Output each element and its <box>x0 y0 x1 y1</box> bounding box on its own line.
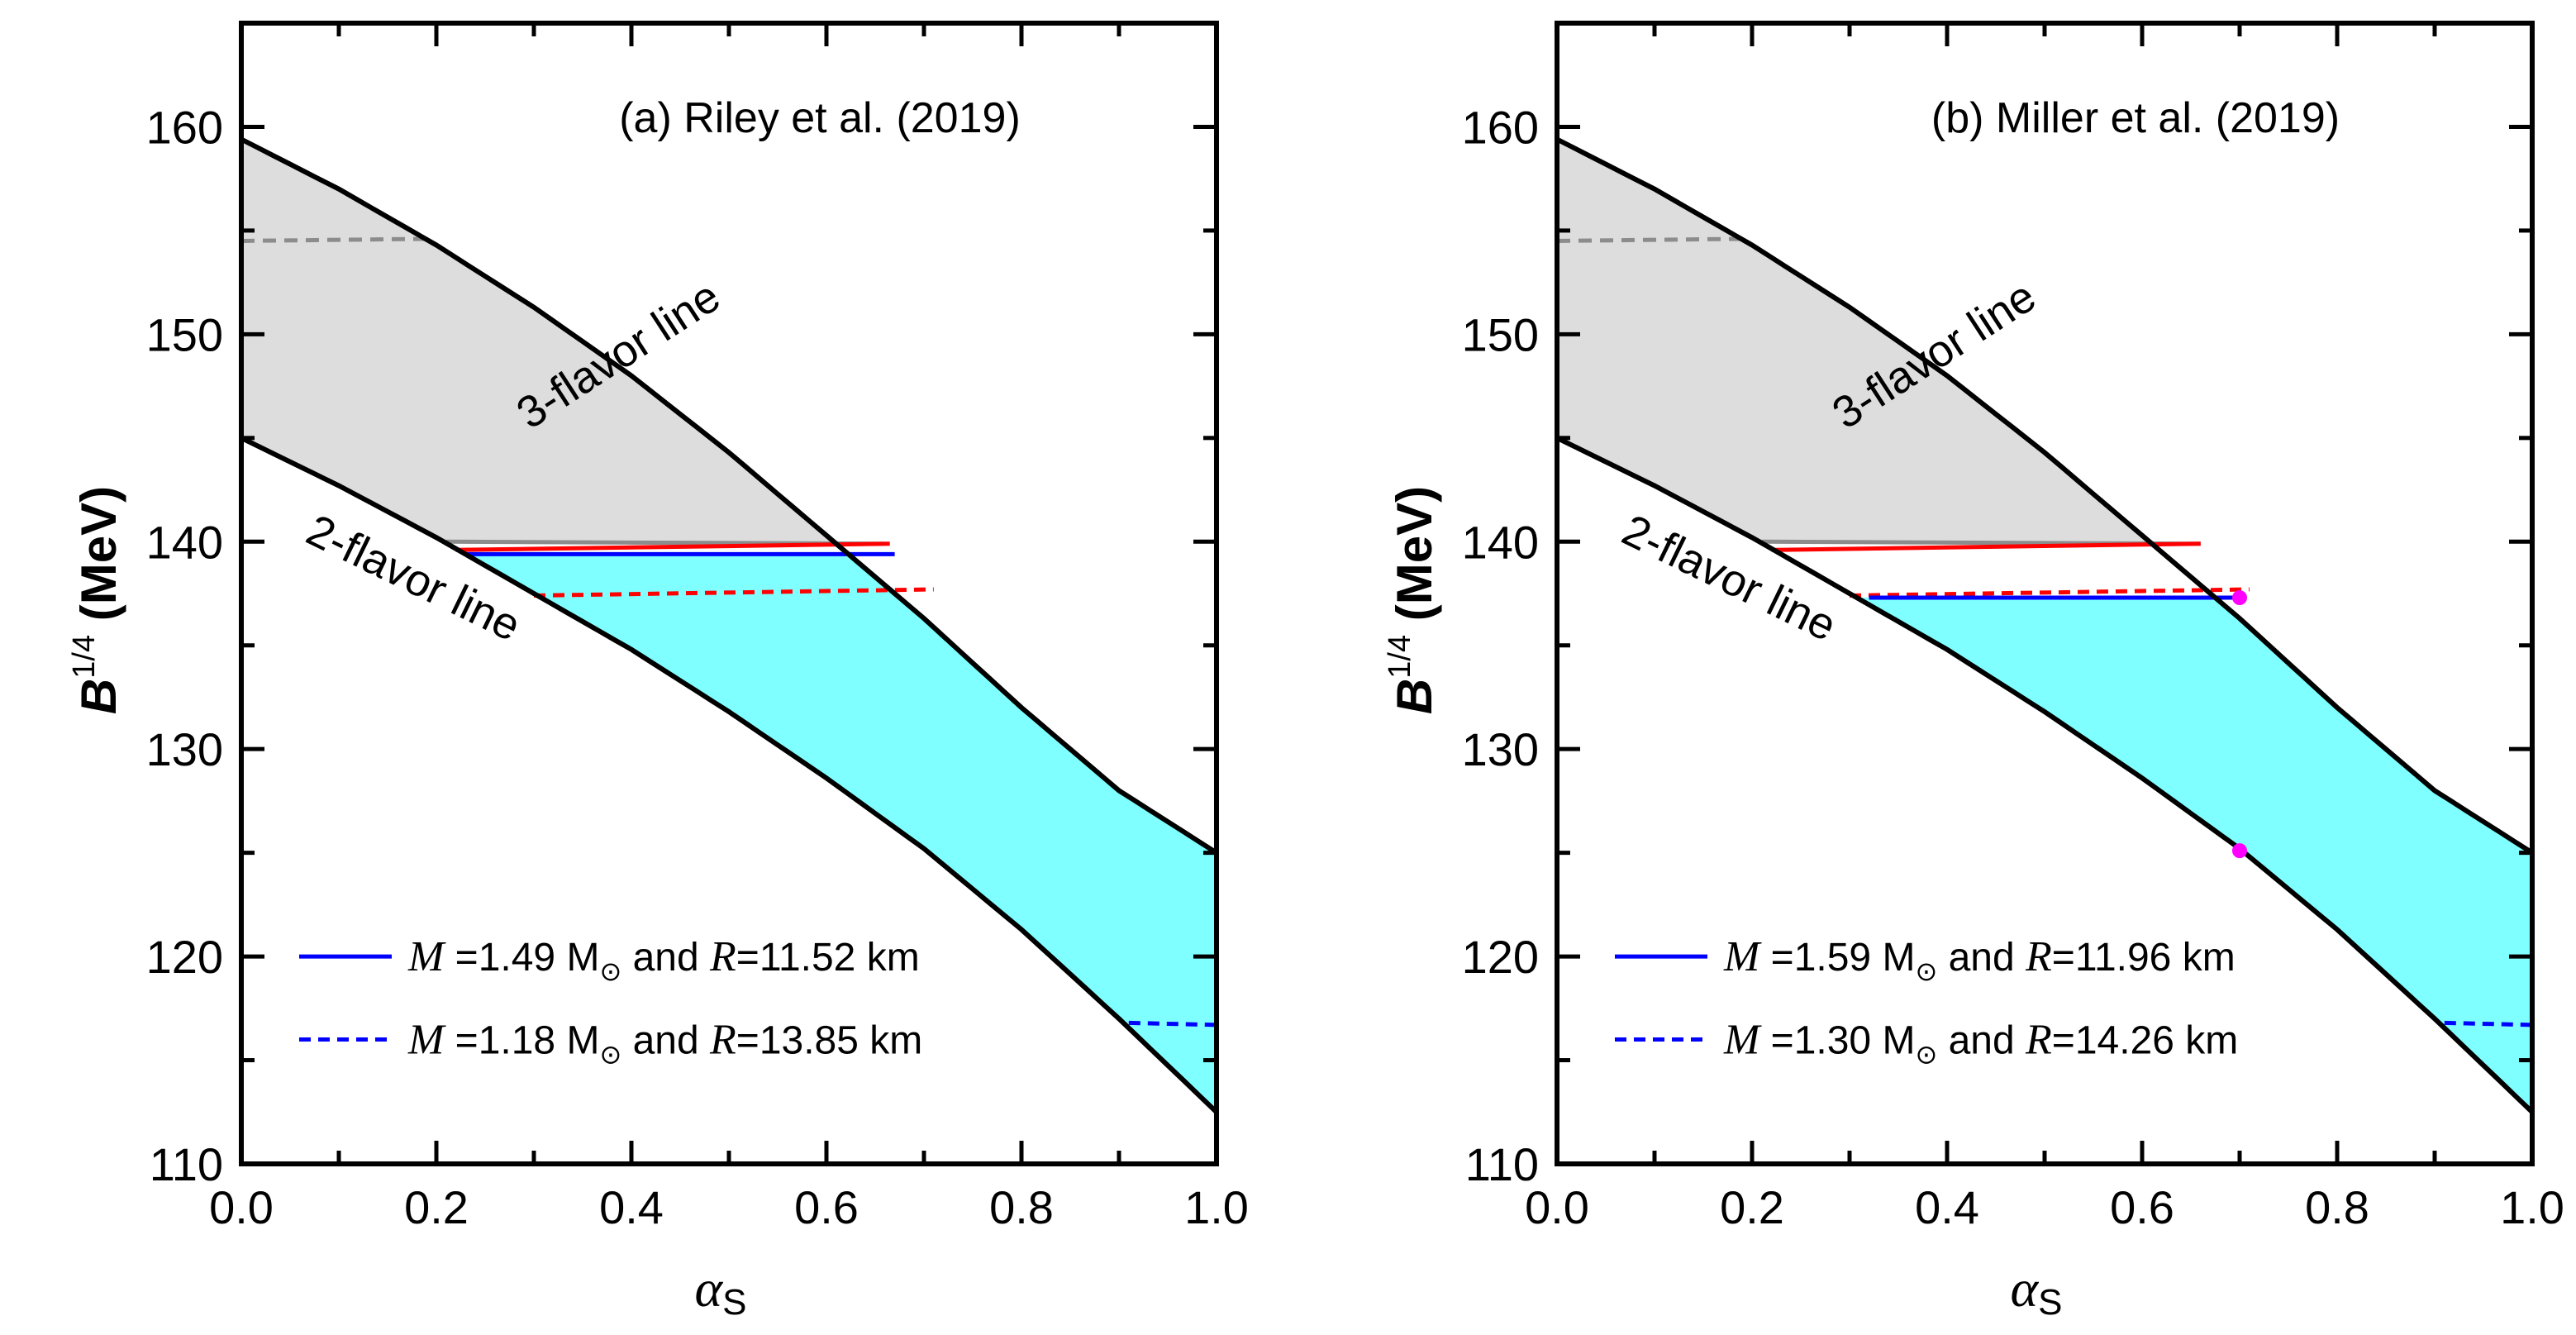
unit-mev: (MeV) <box>1387 486 1442 635</box>
x-tick-label: 1.0 <box>2500 1181 2564 1233</box>
legend-m-symbol: M <box>407 933 446 980</box>
x-tick-label: 0.6 <box>2110 1181 2174 1233</box>
x-tick-label: 0.2 <box>404 1181 469 1233</box>
y-tick-label: 160 <box>146 101 223 153</box>
b-symbol: B <box>71 679 126 714</box>
y-tick-label: 150 <box>1462 308 1539 360</box>
y-tick-label: 120 <box>1462 931 1539 983</box>
alpha-symbol: α <box>695 1259 724 1318</box>
gray-region <box>241 139 836 543</box>
x-tick-label: 0.8 <box>2305 1181 2369 1233</box>
legend-entry: M =1.59 M⊙ and R=11.96 km <box>1723 933 2236 986</box>
two-flavor-curve <box>1555 436 2535 1114</box>
red-solid-line <box>1771 541 2201 552</box>
x-tick-label: 0.8 <box>989 1181 1054 1233</box>
gray-region <box>1557 139 2151 543</box>
alpha-subscript: S <box>2038 1282 2062 1323</box>
legend-m-symbol: M <box>1723 933 1762 980</box>
gray-dashed-line <box>1556 236 1743 243</box>
three-flavor-curve <box>240 136 1218 856</box>
legend-entry: M =1.30 M⊙ and R=14.26 km <box>1723 1016 2238 1069</box>
legend-entry: M =1.49 M⊙ and R=11.52 km <box>407 933 920 986</box>
legend-r-value: =11.96 km <box>2052 936 2236 980</box>
legend-and: and <box>621 1018 710 1062</box>
legend-m-value: =1.18 M <box>444 1018 599 1062</box>
x-tick-label: 1.0 <box>1184 1181 1249 1233</box>
y-tick-label: 160 <box>1462 101 1539 153</box>
y-tick-label: 140 <box>1462 516 1539 568</box>
y-tick-label: 110 <box>1465 1138 1539 1190</box>
panel-title: (b) Miller et al. (2019) <box>1931 94 2340 142</box>
legend-and: and <box>621 936 710 980</box>
legend-r-symbol: R <box>2025 933 2052 980</box>
y-axis-label: B1/4 (MeV) <box>67 486 126 714</box>
legend-sun-symbol: ⊙ <box>599 956 621 986</box>
legend-and: and <box>1937 1018 2026 1062</box>
panel-title: (a) Riley et al. (2019) <box>619 94 1021 142</box>
y-tick-label: 130 <box>1462 723 1539 775</box>
legend-m-symbol: M <box>407 1016 446 1063</box>
legend-r-symbol: R <box>709 933 736 980</box>
y-tick-label: 110 <box>150 1138 223 1190</box>
x-tick-label: 0.0 <box>209 1181 274 1233</box>
cyan-region <box>1856 598 2532 1113</box>
cyan-region <box>465 554 1217 1113</box>
legend-r-value: =13.85 km <box>736 1018 922 1062</box>
legend-m-symbol: M <box>1723 1016 1762 1063</box>
b-exponent: 1/4 <box>67 635 102 679</box>
legend-m-value: =1.30 M <box>1759 1018 1915 1062</box>
legend-entry: M =1.18 M⊙ and R=13.85 km <box>407 1016 922 1069</box>
alpha-symbol: α <box>2011 1259 2040 1318</box>
blue-dashed-line <box>2444 1020 2533 1027</box>
y-tick-label: 130 <box>146 723 223 775</box>
alpha-subscript: S <box>722 1282 746 1323</box>
legend-and: and <box>1937 936 2026 980</box>
panel-b: 0.0 0.2 0.4 0.6 0.8 1.0 110 120 130 140 150 160 αS B1… <box>1383 21 2564 1323</box>
blue-dashed-line <box>1128 1020 1217 1027</box>
legend-sun-symbol: ⊙ <box>1915 1039 1937 1069</box>
legend-sun-symbol: ⊙ <box>1915 956 1937 986</box>
x-tick-label: 0.2 <box>1720 1181 1784 1233</box>
x-axis-label: αS <box>2011 1259 2063 1323</box>
b-symbol: B <box>1387 679 1442 714</box>
x-axis-label: αS <box>695 1259 747 1323</box>
legend-r-symbol: R <box>709 1016 736 1063</box>
x-tick-label: 0.4 <box>599 1181 664 1233</box>
two-flavor-curve <box>240 436 1219 1114</box>
y-tick-label: 120 <box>146 931 223 983</box>
three-flavor-curve <box>1555 136 2534 856</box>
magenta-marker <box>2232 843 2247 859</box>
legend-r-value: =11.52 km <box>736 936 920 980</box>
legend-m-value: =1.59 M <box>1759 936 1915 980</box>
b-exponent: 1/4 <box>1383 635 1417 679</box>
gray-dashed-line <box>240 236 427 243</box>
y-tick-label: 140 <box>146 516 223 568</box>
legend-sun-symbol: ⊙ <box>599 1039 621 1069</box>
legend-r-symbol: R <box>2025 1016 2052 1063</box>
red-dashed-line <box>533 587 934 598</box>
x-tick-label: 0.0 <box>1525 1181 1589 1233</box>
panel-a: 0.0 0.2 0.4 0.6 0.8 1.0 110 120 130 140 150 160 αS B1… <box>67 21 1249 1323</box>
x-tick-label: 0.6 <box>794 1181 859 1233</box>
x-tick-label: 0.4 <box>1915 1181 1979 1233</box>
y-axis-label: B1/4 (MeV) <box>1383 486 1442 714</box>
magenta-marker <box>2232 590 2247 606</box>
legend-r-value: =14.26 km <box>2052 1018 2238 1062</box>
red-dashed-line <box>1849 587 2250 598</box>
legend-m-value: =1.49 M <box>444 936 599 980</box>
unit-mev: (MeV) <box>71 486 126 635</box>
red-solid-line <box>455 541 890 552</box>
y-tick-label: 150 <box>146 308 223 360</box>
